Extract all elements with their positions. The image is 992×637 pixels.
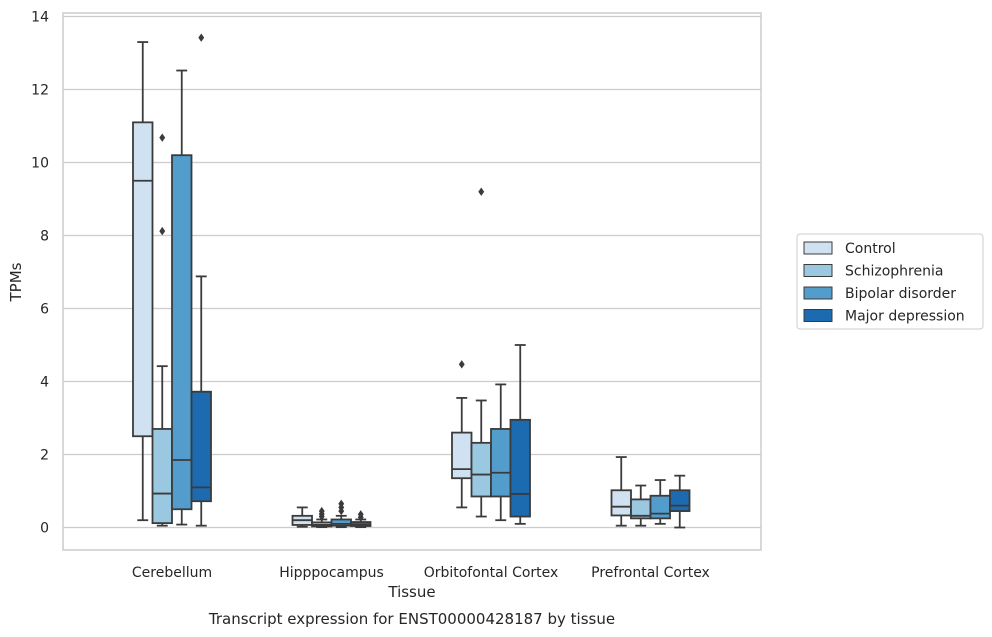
box-schizophrenia (470, 187, 492, 518)
box-body (610, 489, 632, 517)
y-tick-label: 8 (40, 229, 49, 245)
box-body (649, 494, 671, 520)
box-major-depression (190, 33, 212, 527)
x-tick-label: Prefrontal Cortex (591, 565, 710, 581)
legend-swatch (803, 286, 833, 300)
box-body (451, 431, 473, 480)
box-control (291, 506, 313, 528)
box-body (171, 154, 193, 511)
y-tick-label: 14 (31, 10, 49, 26)
y-tick-label: 0 (40, 521, 49, 537)
x-tick-label: Cerebellum (132, 565, 212, 581)
outlier-point (357, 510, 364, 519)
x-tick-labels: Cerebellum Hipppocampus Orbitofontal Corte… (132, 565, 710, 581)
box-body (490, 428, 512, 498)
y-axis-title: TPMs (7, 262, 25, 302)
y-tick-label: 4 (40, 375, 49, 391)
legend-label: Schizophrenia (845, 264, 943, 280)
box-schizophrenia (630, 484, 652, 527)
outlier-point (478, 187, 485, 196)
legend-label: Bipolar disorder (845, 286, 956, 302)
y-tick-label: 12 (31, 83, 49, 99)
y-tick-label: 2 (40, 448, 49, 464)
x-tick-label: Hipppocampus (279, 565, 384, 581)
box-body (132, 121, 154, 438)
box-body (470, 441, 492, 498)
outlier-point (318, 506, 325, 516)
box-bipolar-disorder (490, 383, 512, 522)
box-major-depression (350, 510, 372, 529)
outlier-point (198, 33, 205, 42)
box-bipolar-disorder (171, 69, 193, 526)
box-groups (132, 33, 691, 529)
box-schizophrenia (311, 506, 333, 529)
legend-swatch (803, 241, 833, 255)
box-body (669, 489, 691, 512)
box-bipolar-disorder (330, 499, 352, 529)
box-control (132, 41, 154, 522)
x-axis-title: Tissue (387, 583, 435, 601)
box-body (190, 390, 212, 503)
plot-frame (62, 12, 762, 551)
legend-label: Control (845, 241, 896, 257)
box-major-depression (669, 474, 691, 529)
outlier-point (458, 360, 465, 369)
outlier-point (159, 226, 166, 236)
box-schizophrenia (151, 133, 173, 527)
box-control (451, 360, 473, 509)
legend-swatch (803, 264, 833, 277)
legend-swatch (803, 309, 833, 322)
box-body (151, 428, 173, 525)
y-tick-label: 6 (40, 302, 49, 318)
chart-caption: Transcript expression for ENST0000042818… (208, 610, 615, 628)
legend-frame (796, 233, 984, 330)
box-major-depression (509, 344, 531, 525)
outlier-point (159, 133, 166, 142)
y-tick-label: 10 (31, 156, 49, 172)
legend-label: Major depression (845, 309, 965, 325)
box-control (610, 456, 632, 527)
legend: Control Schizophrenia Bipolar disorder Majo… (796, 233, 984, 330)
outlier-point (338, 499, 345, 508)
legend-items: Control Schizophrenia Bipolar disorder Majo… (803, 241, 965, 325)
box-body (509, 418, 531, 518)
box-bipolar-disorder (649, 479, 671, 525)
x-tick-label: Orbitofontal Cortex (424, 565, 559, 581)
y-tick-labels: 0 2 4 6 8 10 12 14 (31, 10, 49, 537)
